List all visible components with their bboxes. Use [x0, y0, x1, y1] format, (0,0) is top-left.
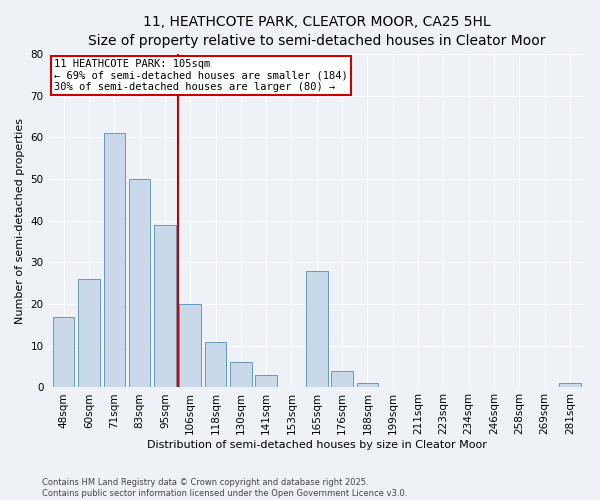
- Bar: [331, 371, 353, 388]
- Y-axis label: Number of semi-detached properties: Number of semi-detached properties: [15, 118, 25, 324]
- Bar: [205, 342, 226, 388]
- Bar: [129, 179, 151, 388]
- X-axis label: Distribution of semi-detached houses by size in Cleator Moor: Distribution of semi-detached houses by …: [147, 440, 487, 450]
- Text: Contains HM Land Registry data © Crown copyright and database right 2025.
Contai: Contains HM Land Registry data © Crown c…: [42, 478, 407, 498]
- Bar: [356, 384, 378, 388]
- Bar: [78, 279, 100, 388]
- Bar: [230, 362, 251, 388]
- Bar: [179, 304, 201, 388]
- Bar: [256, 375, 277, 388]
- Bar: [53, 316, 74, 388]
- Bar: [104, 133, 125, 388]
- Text: 11 HEATHCOTE PARK: 105sqm
← 69% of semi-detached houses are smaller (184)
30% of: 11 HEATHCOTE PARK: 105sqm ← 69% of semi-…: [54, 59, 347, 92]
- Bar: [306, 270, 328, 388]
- Bar: [154, 225, 176, 388]
- Bar: [559, 384, 581, 388]
- Title: 11, HEATHCOTE PARK, CLEATOR MOOR, CA25 5HL
Size of property relative to semi-det: 11, HEATHCOTE PARK, CLEATOR MOOR, CA25 5…: [88, 15, 545, 48]
